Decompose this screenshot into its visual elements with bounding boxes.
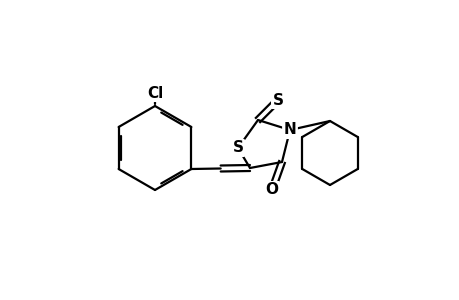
Text: S: S — [232, 140, 243, 155]
Text: S: S — [272, 92, 283, 107]
Text: O: O — [265, 182, 278, 197]
Text: Cl: Cl — [146, 85, 163, 100]
Text: N: N — [283, 122, 296, 137]
